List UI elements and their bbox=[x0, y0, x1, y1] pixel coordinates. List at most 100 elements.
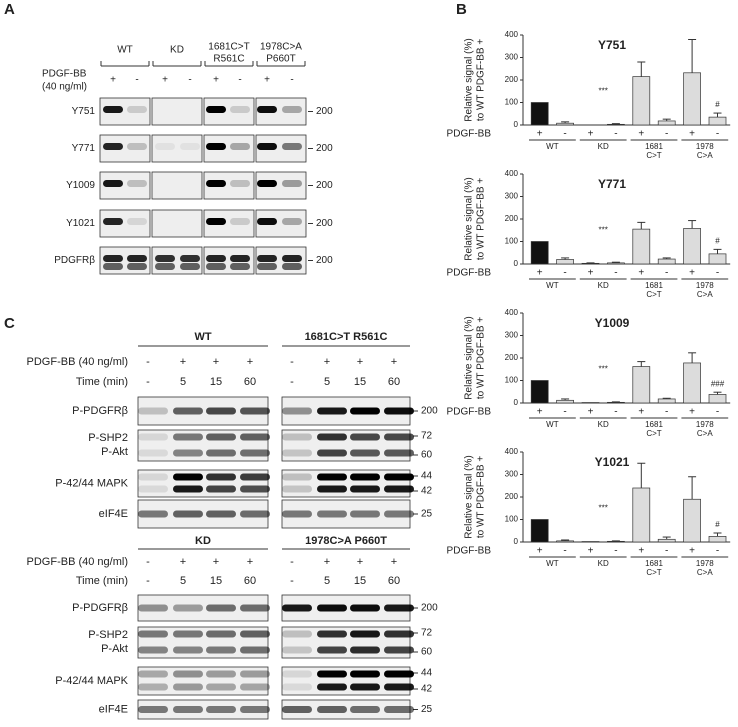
bar bbox=[709, 536, 726, 542]
blot-band bbox=[282, 450, 312, 457]
bar bbox=[531, 242, 548, 265]
size-marker: 60 bbox=[421, 647, 433, 658]
blot-band bbox=[173, 434, 203, 441]
blot-band bbox=[350, 434, 380, 441]
treatment-sign: + bbox=[391, 556, 397, 568]
group-label: 1681C>T bbox=[208, 42, 249, 53]
blot-band bbox=[317, 511, 347, 518]
row-label: PDGFRβ bbox=[54, 255, 95, 266]
blot-band bbox=[384, 408, 414, 415]
blot-band bbox=[240, 631, 270, 638]
blot-band bbox=[155, 255, 175, 262]
blot-band bbox=[282, 408, 312, 415]
blot-band bbox=[240, 474, 270, 481]
row-label: Y771 bbox=[72, 143, 96, 154]
group-label: KD bbox=[598, 420, 609, 429]
bar bbox=[709, 117, 726, 125]
blot-band bbox=[206, 474, 236, 481]
bar bbox=[709, 394, 726, 403]
group-label: KD bbox=[170, 45, 184, 56]
blot-band bbox=[230, 263, 250, 270]
treatment-sign: + bbox=[247, 356, 253, 368]
y-tick-label: 200 bbox=[505, 492, 519, 501]
treatment-sign: + bbox=[213, 556, 219, 568]
x-tick-label: + bbox=[689, 546, 695, 557]
blot-band bbox=[257, 143, 277, 150]
x-tick-label: - bbox=[563, 546, 566, 557]
blot-band bbox=[230, 106, 250, 113]
significance-label: # bbox=[715, 520, 720, 529]
significance-label: *** bbox=[599, 225, 608, 234]
group-label: C>T bbox=[646, 151, 661, 160]
treatment-sign: + bbox=[213, 356, 219, 368]
blot-band bbox=[317, 631, 347, 638]
blot-band bbox=[240, 605, 270, 612]
bar bbox=[607, 541, 624, 542]
group-label: 1681 bbox=[645, 281, 663, 290]
group-label: R561C bbox=[213, 54, 244, 65]
blot-band bbox=[317, 434, 347, 441]
x-tick-label: + bbox=[588, 546, 594, 557]
x-tick-label: - bbox=[614, 546, 617, 557]
y-tick-label: 0 bbox=[514, 259, 519, 268]
group-label: WT bbox=[546, 559, 559, 568]
y-tick-label: 300 bbox=[505, 331, 519, 340]
treatment-sign: + bbox=[357, 556, 363, 568]
treatment-sign: + bbox=[391, 356, 397, 368]
block-title: 1978C>A P660T bbox=[305, 535, 387, 547]
treatment-sign: + bbox=[162, 75, 168, 86]
treatment-label: (40 ng/ml) bbox=[42, 82, 87, 93]
blot-band bbox=[173, 671, 203, 678]
bar bbox=[658, 399, 675, 403]
x-tick-label: + bbox=[537, 546, 543, 557]
treatment-sign: - bbox=[238, 75, 241, 86]
treatment-sign: + bbox=[110, 75, 116, 86]
blot-band bbox=[317, 486, 347, 493]
treatment-sign: - bbox=[290, 356, 294, 368]
row-label: P-Akt bbox=[101, 643, 128, 655]
time-value: - bbox=[290, 376, 294, 388]
row-label: P-PDGFRβ bbox=[72, 602, 128, 614]
blot-band bbox=[206, 408, 236, 415]
chart-title: Y771 bbox=[598, 177, 626, 191]
blot-band bbox=[127, 218, 147, 225]
x-tick-label: - bbox=[665, 268, 668, 279]
blot-band bbox=[173, 474, 203, 481]
x-tick-label: + bbox=[689, 407, 695, 418]
blot-band bbox=[138, 434, 168, 441]
significance-label: *** bbox=[599, 503, 608, 512]
row-label: P-PDGFRβ bbox=[72, 405, 128, 417]
treatment-label: PDGF-BB (40 ng/ml) bbox=[27, 556, 128, 568]
bar bbox=[633, 367, 650, 403]
blot-band bbox=[127, 263, 147, 270]
time-value: 5 bbox=[180, 376, 186, 388]
y-tick-label: 300 bbox=[505, 192, 519, 201]
group-label: C>T bbox=[646, 568, 661, 577]
row-label: Y751 bbox=[72, 106, 96, 117]
x-tick-label: + bbox=[689, 129, 695, 140]
blot-band bbox=[173, 486, 203, 493]
bar bbox=[658, 259, 675, 264]
size-marker: 200 bbox=[316, 143, 333, 154]
treatment-sign: - bbox=[290, 75, 293, 86]
y-tick-label: 300 bbox=[505, 53, 519, 62]
panel-label: C bbox=[4, 315, 15, 332]
blot-band bbox=[180, 263, 200, 270]
blot-band bbox=[240, 434, 270, 441]
blot-band bbox=[384, 434, 414, 441]
group-label: 1681 bbox=[645, 142, 663, 151]
bar bbox=[684, 363, 701, 403]
x-tick-label: + bbox=[537, 268, 543, 279]
x-tick-label: + bbox=[689, 268, 695, 279]
blot-band bbox=[350, 671, 380, 678]
x-tick-label: - bbox=[716, 407, 719, 418]
blot-band bbox=[173, 511, 203, 518]
y-tick-label: 200 bbox=[505, 214, 519, 223]
y-axis-label: Relative signal (%) bbox=[464, 455, 475, 538]
bar bbox=[633, 77, 650, 125]
x-tick-label: + bbox=[537, 129, 543, 140]
blot-band bbox=[155, 143, 175, 150]
bar bbox=[658, 539, 675, 542]
blot-band bbox=[138, 706, 168, 713]
x-tick-label: + bbox=[537, 407, 543, 418]
